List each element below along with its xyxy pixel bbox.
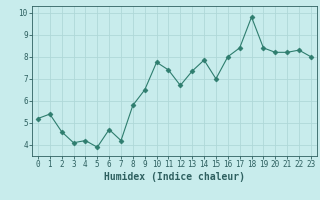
X-axis label: Humidex (Indice chaleur): Humidex (Indice chaleur) — [104, 172, 245, 182]
